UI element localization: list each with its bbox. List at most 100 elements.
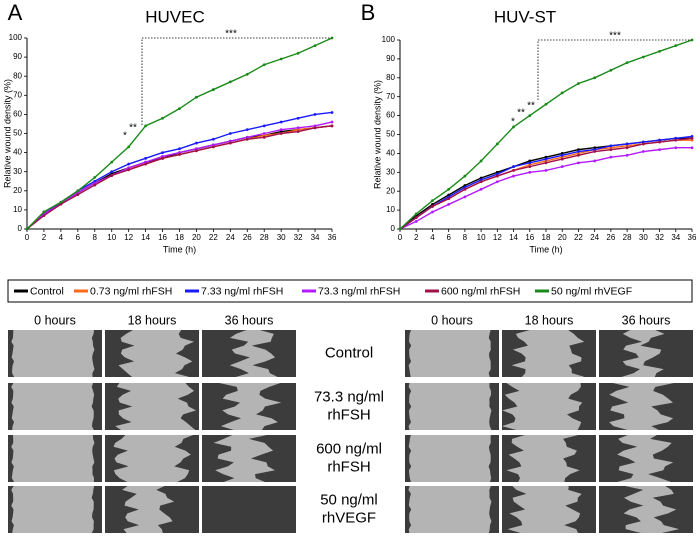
panel-label: A (8, 0, 23, 25)
data-point (674, 146, 678, 150)
data-point (495, 180, 499, 184)
condition-label: rhFSH (327, 458, 370, 475)
series-line (26, 125, 333, 230)
chart-title: HUVEC (145, 7, 205, 26)
data-point (641, 150, 645, 153)
x-tick-label: 12 (493, 233, 502, 242)
data-point (313, 126, 317, 130)
data-point (296, 126, 300, 130)
data-point (544, 161, 548, 165)
chart-title: HUV-ST (494, 7, 556, 26)
x-tick-label: 30 (639, 233, 648, 242)
legend-label: 7.33 ng/ml rhFSH (201, 285, 283, 297)
x-tick-label: 4 (59, 233, 64, 242)
y-axis-label: Relative wound density (%) (372, 80, 382, 189)
significance-label: *** (609, 31, 621, 42)
data-point (577, 161, 580, 165)
wound-area (408, 486, 492, 533)
series-line (26, 125, 333, 230)
data-point (144, 124, 148, 128)
y-tick-label: 30 (13, 167, 22, 176)
data-point (658, 148, 661, 152)
data-point (479, 180, 483, 184)
x-tick-label: 24 (590, 233, 599, 242)
data-point (93, 183, 97, 187)
data-point (447, 203, 451, 206)
data-point (431, 210, 434, 214)
data-point (641, 55, 645, 59)
data-point (512, 169, 515, 172)
x-tick-label: 22 (574, 233, 583, 242)
data-point (577, 82, 580, 85)
x-tick-label: 32 (294, 233, 303, 242)
y-tick-label: 10 (13, 205, 22, 214)
wound-area (113, 435, 194, 482)
x-tick-label: 20 (192, 233, 201, 242)
legend-label: 50 ng/ml rhVEGF (551, 285, 632, 297)
data-point (279, 57, 283, 61)
x-tick-label: 22 (209, 233, 218, 242)
data-point (110, 174, 114, 177)
x-tick-label: 4 (430, 233, 435, 242)
y-tick-label: 70 (13, 90, 22, 99)
x-tick-label: 12 (124, 233, 133, 242)
micrograph-bg (202, 486, 296, 533)
significance-label: * (123, 131, 127, 142)
condition-label: rhVEGF (322, 509, 376, 526)
y-tick-label: 80 (386, 73, 395, 82)
wound-area (408, 330, 491, 377)
data-point (195, 149, 198, 153)
data-point (42, 210, 46, 214)
data-point (560, 91, 564, 95)
data-point (178, 153, 181, 156)
data-point (110, 160, 114, 164)
wound-area (229, 330, 278, 377)
x-tick-label: 14 (141, 233, 150, 242)
wound-area (507, 486, 582, 533)
wound-area (115, 383, 197, 430)
significance-bracket (537, 39, 692, 100)
x-tick-label: 6 (446, 233, 451, 242)
data-point (544, 169, 548, 172)
data-point (528, 161, 532, 165)
significance-label: ** (527, 101, 535, 112)
data-point (127, 168, 131, 172)
condition-label: 600 ng/ml (316, 440, 382, 457)
time-label: 18 hours (128, 313, 177, 327)
x-tick-label: 16 (158, 233, 167, 242)
x-tick-label: 18 (542, 233, 551, 242)
legend-label: 0.73 ng/ml rhFSH (90, 285, 172, 297)
wound-area (11, 486, 95, 533)
wound-area (122, 486, 175, 533)
legend-label: 600 ng/ml rhFSH (441, 285, 520, 297)
data-point (625, 146, 629, 150)
data-point (609, 68, 613, 72)
data-point (262, 135, 266, 139)
data-point (330, 124, 334, 128)
data-point (479, 187, 483, 191)
data-point (178, 107, 181, 111)
wound-area (11, 383, 95, 430)
data-point (512, 174, 515, 178)
significance-label: * (511, 117, 515, 128)
data-point (658, 49, 661, 53)
data-point (398, 227, 402, 231)
x-tick-label: 34 (311, 233, 320, 242)
x-tick-label: 32 (655, 233, 664, 242)
condition-label: 73.3 ng/ml (314, 388, 384, 405)
time-label: 0 hours (34, 313, 76, 327)
data-point (641, 142, 645, 146)
data-point (528, 114, 532, 117)
data-point (59, 200, 63, 204)
data-point (42, 214, 46, 218)
series-line (399, 139, 692, 230)
y-tick-label: 40 (13, 148, 22, 157)
y-tick-label: 60 (386, 111, 395, 120)
x-tick-label: 24 (226, 233, 235, 242)
data-point (262, 132, 266, 135)
data-point (161, 151, 164, 155)
data-point (674, 44, 678, 48)
significance-label: ** (129, 123, 137, 134)
data-point (296, 130, 300, 133)
time-label: 36 hours (622, 313, 671, 327)
